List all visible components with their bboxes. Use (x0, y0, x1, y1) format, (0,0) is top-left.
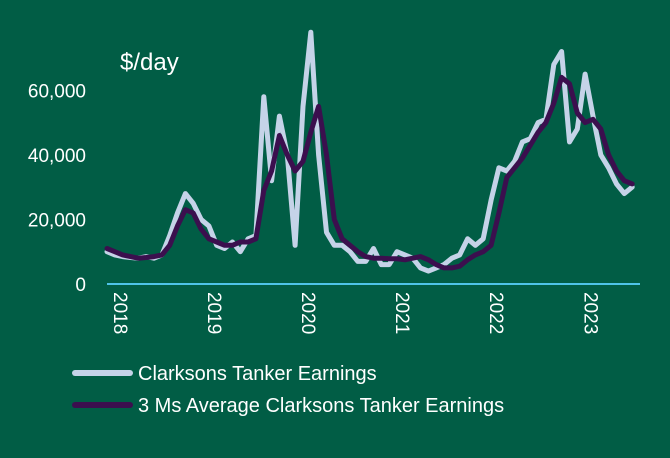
y-tick-label: 20,000 (28, 210, 86, 231)
x-tick-label: 2018 (109, 292, 130, 334)
legend-label: Clarksons Tanker Earnings (138, 363, 377, 385)
legend: Clarksons Tanker Earnings 3 Ms Average Cl… (72, 363, 504, 417)
series-line-2 (104, 74, 635, 271)
x-tick-label: 2022 (485, 292, 506, 334)
legend-label: 3 Ms Average Clarksons Tanker Earnings (138, 395, 504, 417)
x-tick-label: 2021 (391, 292, 412, 334)
unit-label: $/day (120, 49, 179, 76)
plot-area: 0 20,000 40,000 60,000 2018 2019 2020 2021 2022 2… (28, 29, 640, 334)
y-tick-label: 0 (75, 275, 86, 296)
y-tick-label: 60,000 (28, 81, 86, 102)
x-tick-label: 2019 (203, 292, 224, 334)
x-tick-label: 2020 (297, 292, 318, 334)
x-tick-label: 2023 (579, 292, 600, 334)
y-tick-label: 40,000 (28, 146, 86, 167)
